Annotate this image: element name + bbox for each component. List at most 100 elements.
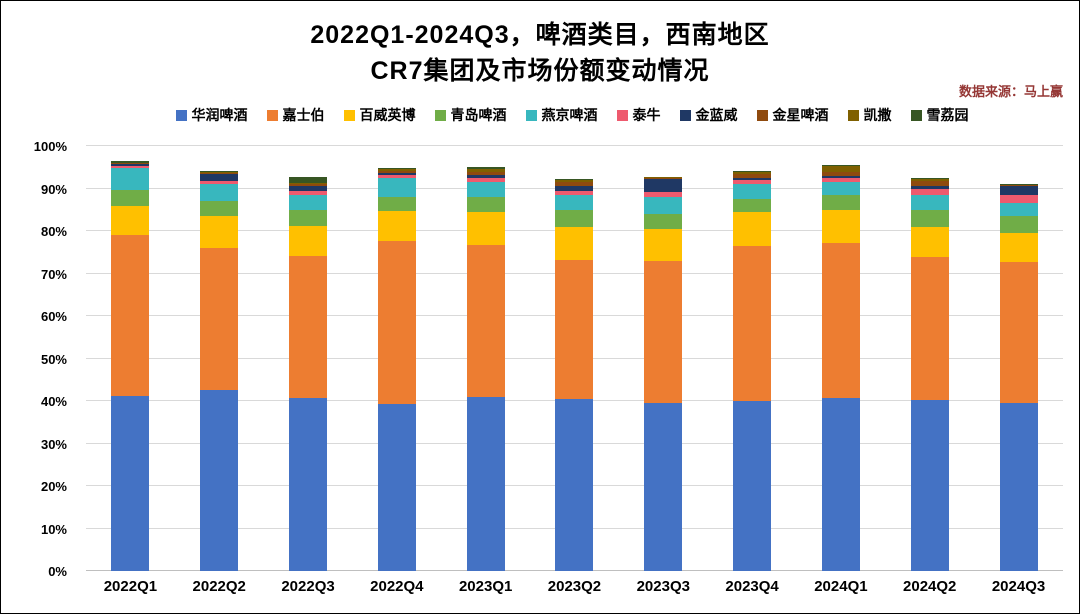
- stacked-bar-2022Q4: [377, 146, 416, 571]
- legend-item: 金蓝威: [679, 105, 738, 125]
- bar-column-2023Q4: [708, 146, 797, 571]
- stacked-bar-2024Q1: [821, 146, 860, 571]
- bar-segment-金蓝威: [733, 177, 772, 181]
- bar-segment-金蓝威: [111, 164, 150, 166]
- legend-swatch-icon: [434, 109, 446, 121]
- bar-segment-雪荔园: [377, 167, 416, 170]
- legend-swatch-icon: [679, 109, 691, 121]
- bar-segment-燕京啤酒: [999, 203, 1038, 217]
- bar-segment-泰牛: [200, 180, 239, 185]
- bar-column-2024Q1: [797, 146, 886, 571]
- bar-segment-华润啤酒: [644, 402, 683, 571]
- bar-segment-金蓝威: [910, 186, 949, 189]
- bar-segment-燕京啤酒: [733, 184, 772, 200]
- bar-segment-泰牛: [466, 177, 505, 183]
- legend-swatch-icon: [756, 109, 768, 121]
- bar-segment-青岛啤酒: [200, 201, 239, 217]
- bar-segment-雪荔园: [555, 179, 594, 181]
- y-axis-tick-label: 0%: [48, 564, 67, 579]
- bar-segment-青岛啤酒: [377, 196, 416, 212]
- bar-segment-金星啤酒: [289, 184, 328, 187]
- chart-title-line2: CR7集团及市场份额变动情况: [370, 57, 710, 86]
- bar-segment-泰牛: [111, 165, 150, 168]
- bar-segment-泰牛: [555, 190, 594, 195]
- legend-swatch-icon: [266, 109, 278, 121]
- chart-title: 2022Q1-2024Q3，啤酒类目，西南地区 CR7集团及市场份额变动情况: [1, 17, 1079, 90]
- y-axis-tick-label: 10%: [40, 521, 67, 537]
- bar-segment-百威英博: [999, 233, 1038, 263]
- bar-segment-燕京啤酒: [466, 182, 505, 198]
- bar-segment-凯撒: [200, 171, 239, 173]
- bar-segment-燕京啤酒: [555, 194, 594, 210]
- bar-segment-泰牛: [733, 180, 772, 185]
- bar-segment-金蓝威: [644, 179, 683, 192]
- bar-column-2023Q1: [441, 146, 530, 571]
- bar-segment-华润啤酒: [821, 398, 860, 571]
- bar-segment-燕京啤酒: [200, 184, 239, 202]
- bar-segment-华润啤酒: [377, 404, 416, 571]
- x-axis-tick-label: 2024Q3: [991, 578, 1046, 595]
- bar-segment-百威英博: [466, 211, 505, 246]
- bar-segment-凯撒: [555, 180, 594, 183]
- bar-segment-百威英博: [200, 216, 239, 248]
- bar-segment-华润啤酒: [466, 397, 505, 571]
- legend-label: 金星啤酒: [772, 107, 829, 123]
- bar-segment-华润啤酒: [200, 390, 239, 571]
- bar-segment-泰牛: [999, 194, 1038, 204]
- y-axis-tick-label: 40%: [40, 394, 67, 409]
- legend-item: 泰牛: [616, 105, 661, 125]
- bar-segment-泰牛: [377, 174, 416, 178]
- bar-segment-金星啤酒: [644, 177, 683, 180]
- y-axis-tick-label: 90%: [40, 181, 67, 197]
- bar-segment-燕京啤酒: [111, 167, 150, 191]
- bar-column-2022Q1: [86, 146, 175, 571]
- legend-item: 嘉士伯: [266, 105, 325, 125]
- bar-segment-雪荔园: [910, 177, 949, 180]
- y-axis-tick-label: 20%: [40, 479, 67, 494]
- x-axis-tick-label: 2023Q4: [725, 578, 779, 595]
- bar-segment-雪荔园: [466, 167, 505, 169]
- bar-segment-金星啤酒: [999, 185, 1038, 187]
- bar-segment-青岛啤酒: [466, 197, 505, 212]
- bar-segment-金星啤酒: [821, 171, 860, 176]
- bar-segment-嘉士伯: [466, 245, 505, 398]
- bar-segment-燕京啤酒: [377, 177, 416, 197]
- stacked-bar-2022Q1: [111, 146, 150, 571]
- bars-row: [86, 146, 1063, 571]
- bar-segment-华润啤酒: [111, 395, 150, 571]
- y-axis-tick-label: 80%: [40, 224, 67, 239]
- y-axis-tick-label: 100%: [33, 139, 67, 154]
- legend-swatch-icon: [847, 109, 859, 121]
- bar-segment-嘉士伯: [821, 243, 860, 399]
- plot-area: [86, 145, 1063, 571]
- bar-segment-雪荔园: [821, 165, 860, 167]
- bar-column-2024Q3: [974, 146, 1063, 571]
- bar-segment-泰牛: [821, 177, 860, 183]
- bar-segment-华润啤酒: [999, 403, 1038, 571]
- bar-segment-金蓝威: [377, 172, 416, 175]
- bar-segment-百威英博: [377, 211, 416, 242]
- legend-item: 华润啤酒: [175, 105, 248, 125]
- bar-segment-百威英博: [644, 228, 683, 261]
- legend-label: 嘉士伯: [282, 107, 325, 123]
- bar-segment-凯撒: [466, 168, 505, 172]
- bar-segment-金蓝威: [821, 175, 860, 178]
- bar-segment-燕京啤酒: [289, 194, 328, 210]
- legend-item: 百威英博: [343, 105, 416, 125]
- bar-column-2022Q3: [264, 146, 353, 571]
- bar-segment-燕京啤酒: [910, 194, 949, 210]
- gridline: [86, 145, 1063, 146]
- bar-segment-嘉士伯: [111, 235, 150, 396]
- legend-swatch-icon: [525, 109, 537, 121]
- bar-segment-凯撒: [733, 171, 772, 174]
- bar-segment-百威英博: [733, 211, 772, 246]
- bar-segment-华润啤酒: [733, 401, 772, 571]
- bar-segment-嘉士伯: [999, 262, 1038, 404]
- stacked-bar-2023Q2: [555, 146, 594, 571]
- legend-swatch-icon: [175, 109, 187, 121]
- bar-segment-华润啤酒: [555, 399, 594, 571]
- legend-swatch-icon: [343, 109, 355, 121]
- bar-segment-青岛啤酒: [111, 190, 150, 206]
- bar-segment-百威英博: [910, 226, 949, 257]
- bar-segment-燕京啤酒: [644, 197, 683, 215]
